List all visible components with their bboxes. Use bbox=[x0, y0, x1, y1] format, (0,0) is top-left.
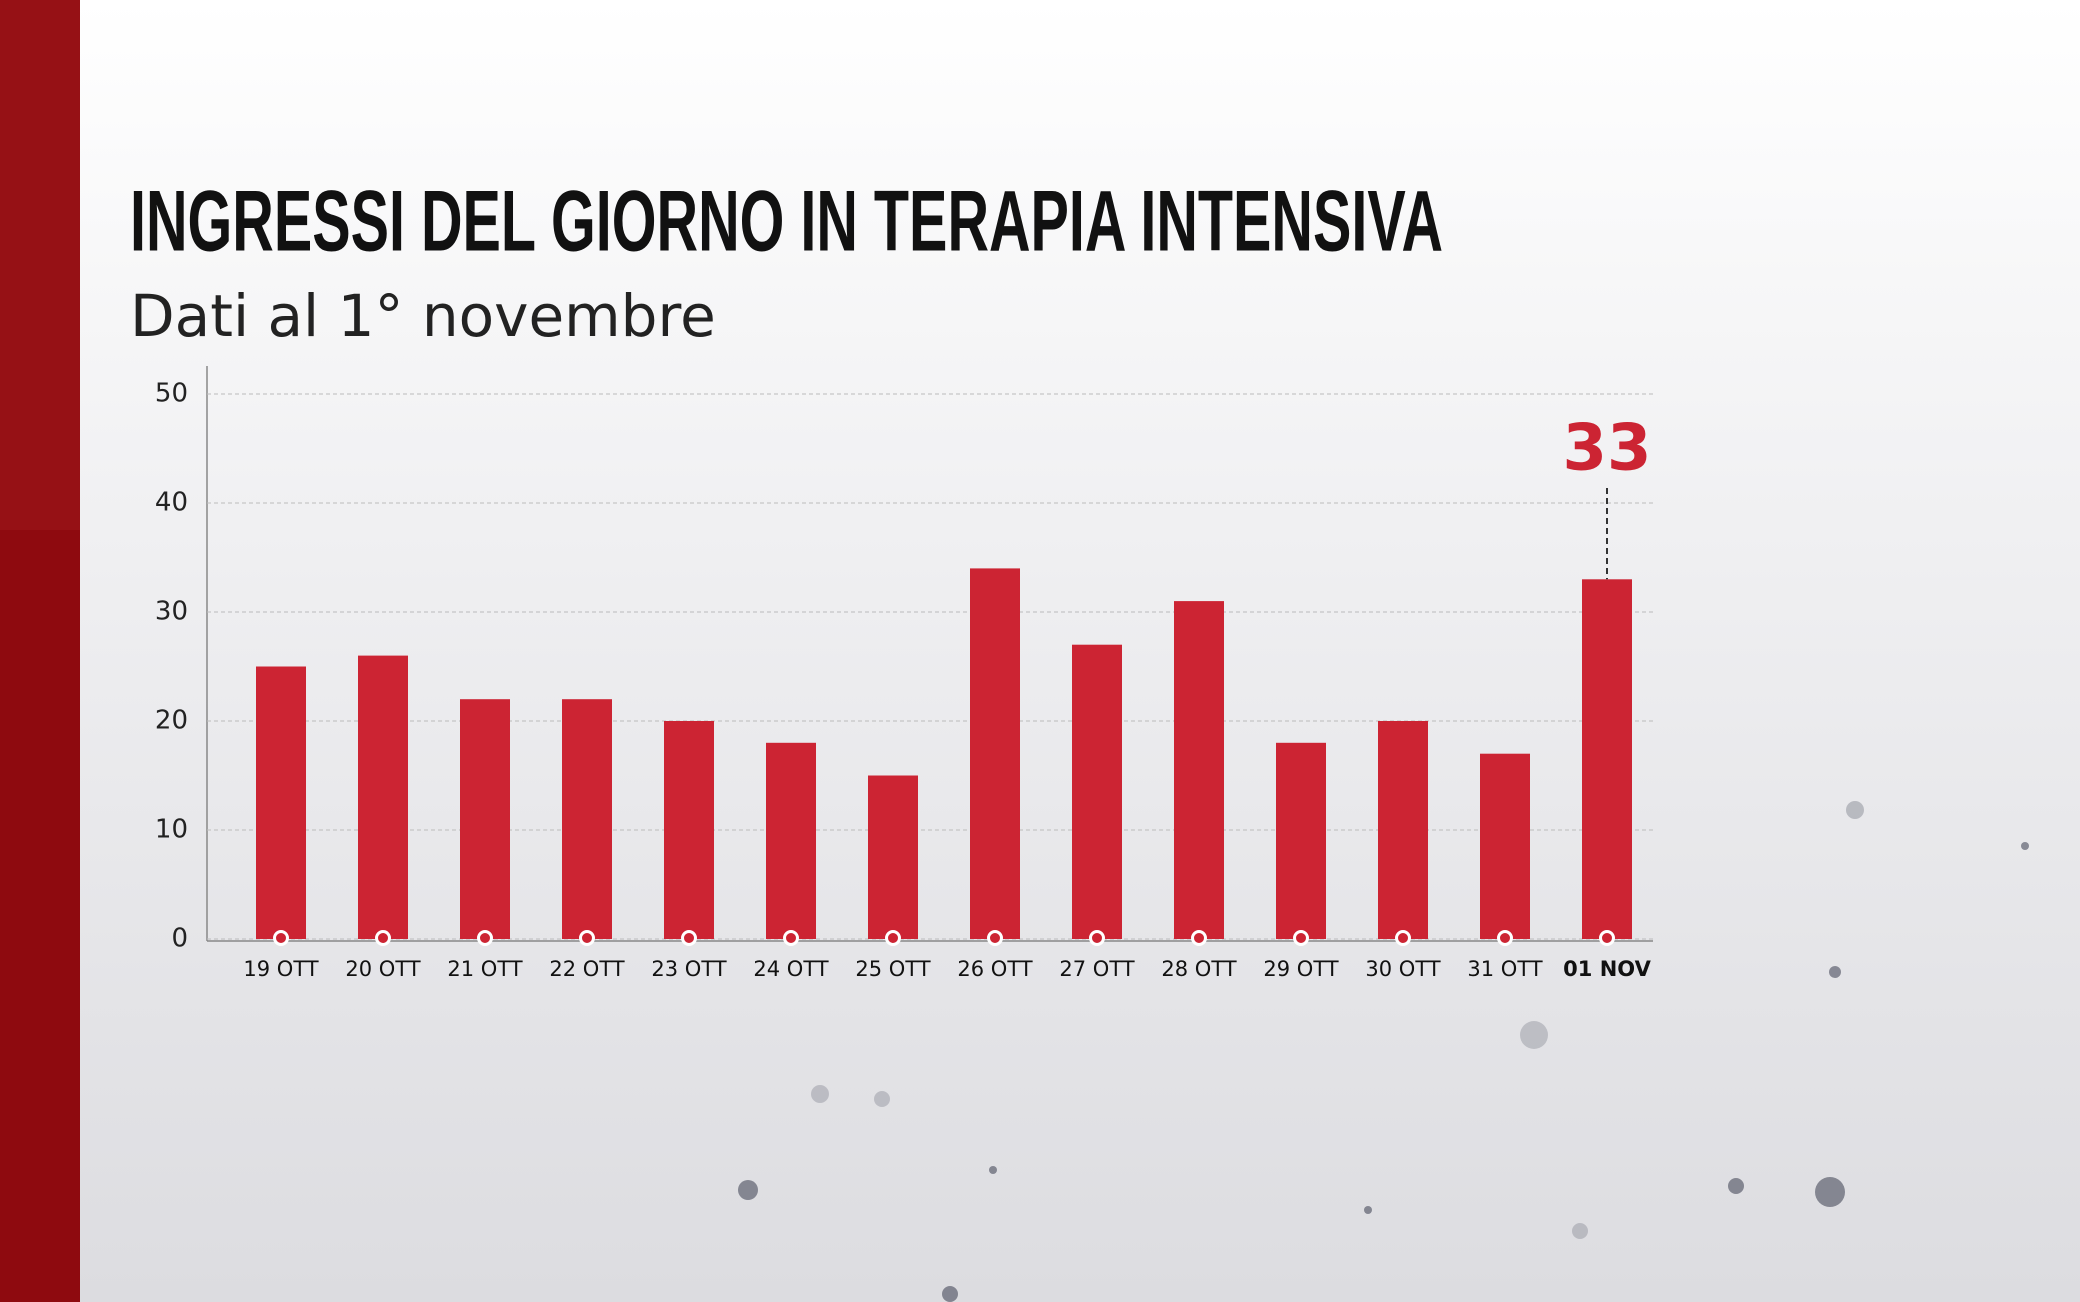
bar-base-dot bbox=[1089, 930, 1105, 946]
bar bbox=[1174, 601, 1224, 939]
bar-base-dot bbox=[273, 930, 289, 946]
bar bbox=[1378, 721, 1428, 939]
x-tick-label: 23 OTT bbox=[651, 957, 726, 981]
bar bbox=[256, 666, 306, 939]
bar-base-dot bbox=[681, 930, 697, 946]
bar-base-dot bbox=[885, 930, 901, 946]
x-tick-label: 21 OTT bbox=[447, 957, 522, 981]
bar bbox=[1276, 742, 1326, 939]
y-tick-label: 30 bbox=[155, 597, 188, 627]
chart-subtitle: Dati al 1° novembre bbox=[130, 282, 716, 350]
bar bbox=[868, 775, 918, 939]
bar-base-dot bbox=[783, 930, 799, 946]
side-band-top bbox=[0, 0, 80, 530]
y-tick-label: 20 bbox=[155, 706, 188, 736]
x-tick-label: 29 OTT bbox=[1263, 957, 1338, 981]
y-tick-label: 10 bbox=[155, 815, 188, 845]
bar-base-dot bbox=[987, 930, 1003, 946]
bar-base-dot bbox=[1599, 930, 1615, 946]
bar bbox=[766, 742, 816, 939]
chart-title: INGRESSI DEL GIORNO IN TERAPIA INTENSIVA bbox=[130, 174, 1443, 270]
bar bbox=[562, 699, 612, 939]
bar-base-dot bbox=[477, 930, 493, 946]
x-tick-label: 20 OTT bbox=[345, 957, 420, 981]
bar-base-dot bbox=[375, 930, 391, 946]
x-tick-label: 28 OTT bbox=[1161, 957, 1236, 981]
y-tick-label: 40 bbox=[155, 488, 188, 518]
value-label: 33 bbox=[1562, 412, 1651, 486]
bar bbox=[460, 699, 510, 939]
y-tick-label: 0 bbox=[171, 924, 188, 954]
x-tick-label: 27 OTT bbox=[1059, 957, 1134, 981]
bar bbox=[358, 655, 408, 939]
bar-base-dot bbox=[1293, 930, 1309, 946]
x-tick-label: 31 OTT bbox=[1467, 957, 1542, 981]
y-tick-label: 50 bbox=[155, 379, 188, 409]
x-tick-label: 24 OTT bbox=[753, 957, 828, 981]
bar bbox=[1072, 644, 1122, 939]
x-tick-label: 19 OTT bbox=[243, 957, 318, 981]
bar-base-dot bbox=[579, 930, 595, 946]
x-tick-label: 01 NOV bbox=[1563, 957, 1651, 981]
x-tick-label: 26 OTT bbox=[957, 957, 1032, 981]
bar bbox=[1480, 753, 1530, 939]
bar-base-dot bbox=[1191, 930, 1207, 946]
bar-base-dot bbox=[1395, 930, 1411, 946]
decor-dots bbox=[738, 801, 2029, 1302]
x-tick-label: 25 OTT bbox=[855, 957, 930, 981]
bar-base-dot bbox=[1497, 930, 1513, 946]
x-tick-label: 22 OTT bbox=[549, 957, 624, 981]
bar bbox=[970, 568, 1020, 939]
bar bbox=[1582, 579, 1632, 939]
bar bbox=[664, 721, 714, 939]
x-tick-label: 30 OTT bbox=[1365, 957, 1440, 981]
